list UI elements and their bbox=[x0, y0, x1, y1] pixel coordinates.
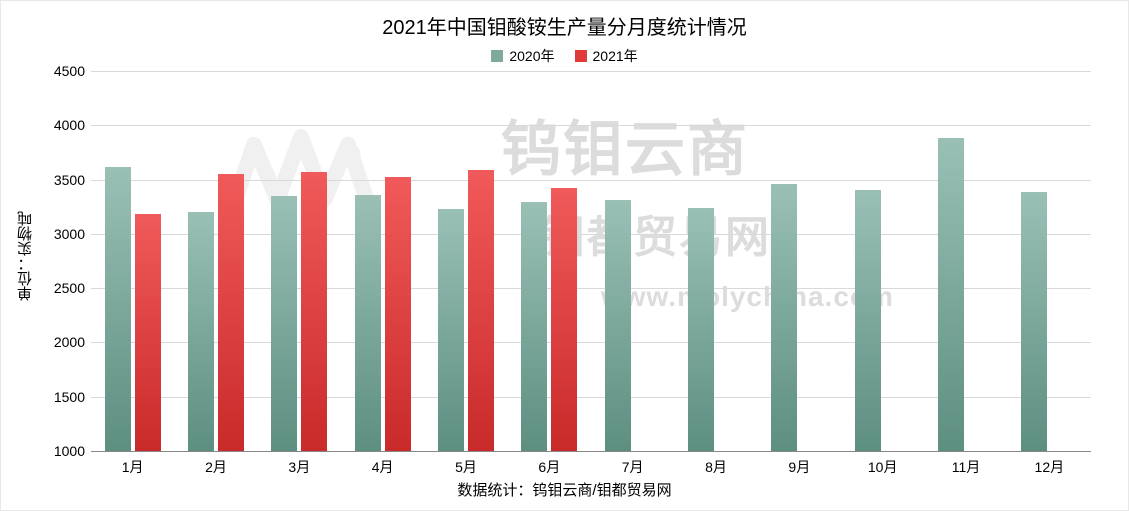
y-axis-label: 单位：实物吨 bbox=[15, 211, 36, 301]
y-tick-label: 4000 bbox=[54, 117, 91, 133]
gridline bbox=[91, 451, 1091, 452]
bar-2021年-1月 bbox=[135, 214, 161, 451]
y-tick-label: 3500 bbox=[54, 172, 91, 188]
bar-2020年-12月 bbox=[1021, 192, 1047, 451]
bar-2021年-5月 bbox=[468, 170, 494, 451]
y-tick-label: 3000 bbox=[54, 226, 91, 242]
x-tick-label: 2月 bbox=[205, 451, 227, 477]
x-axis-label: 数据统计：钨钼云商/钼都贸易网 bbox=[457, 479, 671, 500]
bar-2021年-4月 bbox=[385, 177, 411, 451]
x-tick-label: 5月 bbox=[455, 451, 477, 477]
bar-2020年-2月 bbox=[188, 212, 214, 451]
y-tick-label: 2500 bbox=[54, 280, 91, 296]
bar-2020年-10月 bbox=[855, 190, 881, 451]
legend-label-2021: 2021年 bbox=[593, 46, 638, 66]
bar-2020年-3月 bbox=[271, 196, 297, 451]
chart-title: 2021年中国钼酸铵生产量分月度统计情况 bbox=[1, 1, 1128, 40]
y-tick-label: 1000 bbox=[54, 443, 91, 459]
bar-2020年-11月 bbox=[938, 138, 964, 451]
bar-2020年-1月 bbox=[105, 167, 131, 451]
x-tick-label: 12月 bbox=[1035, 451, 1065, 477]
y-tick-label: 1500 bbox=[54, 389, 91, 405]
gridline bbox=[91, 71, 1091, 72]
x-tick-label: 10月 bbox=[868, 451, 898, 477]
y-tick-label: 2000 bbox=[54, 334, 91, 350]
bar-2020年-5月 bbox=[438, 209, 464, 451]
bar-2021年-3月 bbox=[301, 172, 327, 451]
x-tick-label: 7月 bbox=[622, 451, 644, 477]
y-tick-label: 4500 bbox=[54, 63, 91, 79]
x-tick-label: 4月 bbox=[372, 451, 394, 477]
x-tick-label: 6月 bbox=[538, 451, 560, 477]
bar-2020年-7月 bbox=[605, 200, 631, 451]
x-tick-label: 1月 bbox=[122, 451, 144, 477]
bar-2020年-4月 bbox=[355, 195, 381, 451]
x-tick-label: 9月 bbox=[788, 451, 810, 477]
legend-item-2021: 2021年 bbox=[575, 46, 638, 66]
chart-container: 2021年中国钼酸铵生产量分月度统计情况 2020年 2021年 单位：实物吨 … bbox=[0, 0, 1129, 511]
legend: 2020年 2021年 bbox=[1, 46, 1128, 66]
legend-swatch-2020 bbox=[491, 50, 503, 62]
legend-swatch-2021 bbox=[575, 50, 587, 62]
bar-2020年-9月 bbox=[771, 184, 797, 451]
bar-2020年-8月 bbox=[688, 208, 714, 451]
bar-2021年-2月 bbox=[218, 174, 244, 451]
bar-2020年-6月 bbox=[521, 202, 547, 451]
x-tick-label: 11月 bbox=[952, 451, 981, 477]
bar-2021年-6月 bbox=[551, 188, 577, 451]
x-tick-label: 3月 bbox=[288, 451, 310, 477]
legend-item-2020: 2020年 bbox=[491, 46, 554, 66]
gridline bbox=[91, 125, 1091, 126]
plot-area: 100015002000250030003500400045001月2月3月4月… bbox=[91, 71, 1091, 451]
legend-label-2020: 2020年 bbox=[509, 46, 554, 66]
x-tick-label: 8月 bbox=[705, 451, 727, 477]
